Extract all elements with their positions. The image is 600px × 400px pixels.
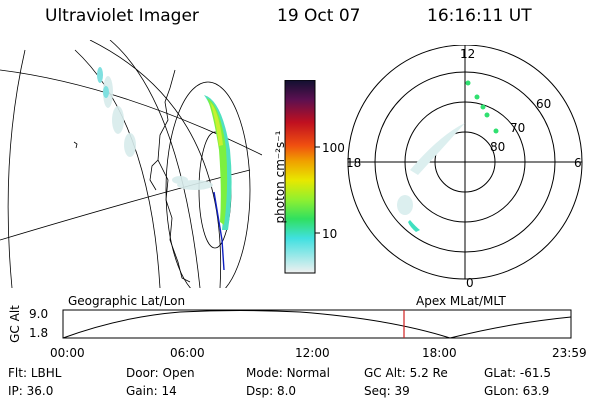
status-glat: GLat: -61.5: [484, 366, 551, 380]
status-ip: IP: 36.0: [8, 384, 54, 398]
lat-label-80: 80: [490, 140, 506, 154]
status-flt: Flt: LBHL: [8, 366, 62, 380]
geographic-image: [0, 40, 262, 288]
timeline-left-label: Geographic Lat/Lon: [68, 294, 186, 308]
status-mode: Mode: Normal: [246, 366, 330, 380]
altitude-timeline: [62, 309, 572, 339]
status-glon: GLon: 63.9: [484, 384, 550, 398]
colorbar-unit-label: photon cm⁻²s⁻¹: [273, 130, 287, 224]
mlt-label-0: 0: [466, 276, 474, 290]
time-label: 16:16:11 UT: [427, 6, 532, 26]
instrument-title: Ultraviolet Imager: [45, 6, 199, 26]
mlt-label-18: 18: [346, 156, 362, 170]
timeline-ytick-max: 9.0: [29, 307, 49, 321]
date-label: 19 Oct 07: [277, 6, 361, 26]
timeline-xtick-0600: 06:00: [170, 346, 205, 360]
colorbar-tick-10: 10: [322, 227, 338, 241]
colorbar-tick-100: 100: [322, 141, 345, 155]
timeline-xtick-2359: 23:59: [552, 346, 587, 360]
mlt-label-6: 6: [574, 156, 582, 170]
mlt-label-12: 12: [460, 47, 476, 61]
timeline-xtick-1800: 18:00: [422, 346, 457, 360]
timeline-xtick-0000: 00:00: [50, 346, 85, 360]
colorbar: [284, 80, 320, 274]
timeline-ytick-min: 1.8: [29, 326, 49, 340]
status-door: Door: Open: [126, 366, 195, 380]
status-gc-alt: GC Alt: 5.2 Re: [364, 366, 448, 380]
timeline-xtick-1200: 12:00: [295, 346, 330, 360]
polar-plot: [347, 45, 583, 280]
lat-label-60: 60: [536, 97, 552, 111]
lat-label-70: 70: [510, 121, 526, 135]
status-gain: Gain: 14: [126, 384, 177, 398]
status-seq: Seq: 39: [364, 384, 410, 398]
timeline-axis-title: GC Alt: [8, 305, 22, 343]
status-dsp: Dsp: 8.0: [246, 384, 297, 398]
timeline-right-label: Apex MLat/MLT: [416, 294, 506, 308]
